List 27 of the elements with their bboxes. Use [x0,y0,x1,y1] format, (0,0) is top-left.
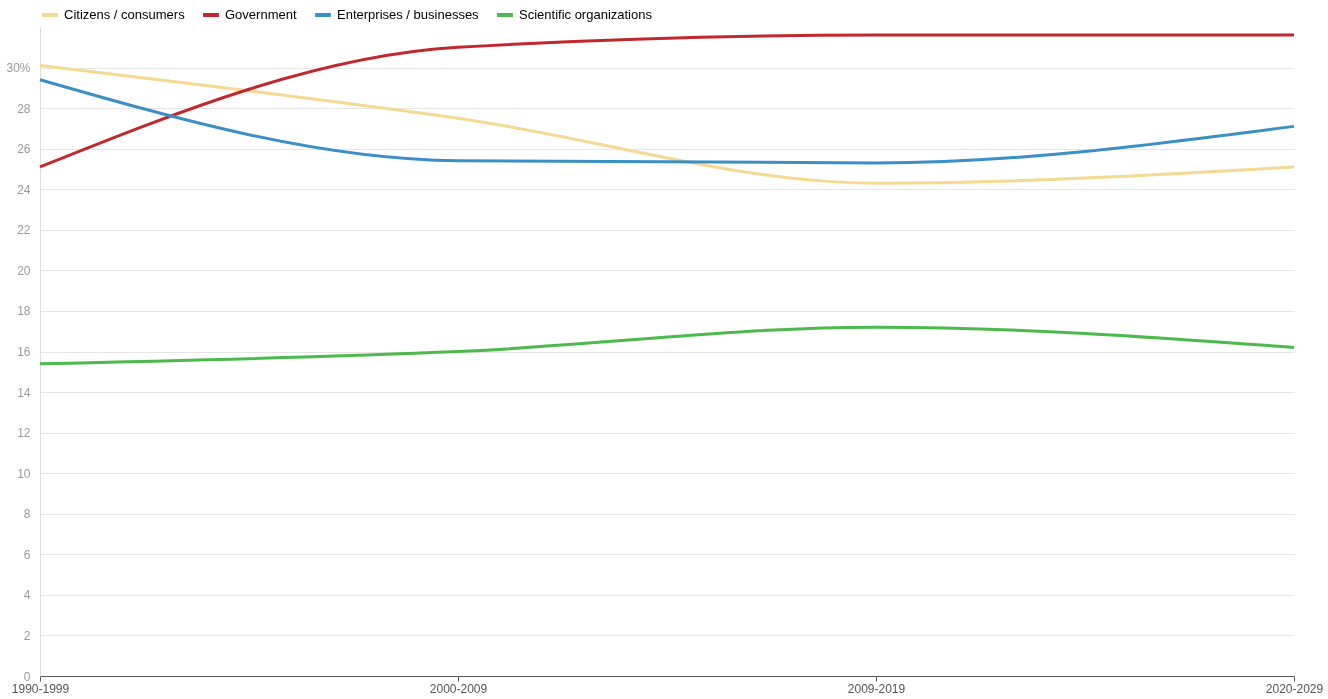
line-series [38,78,1296,165]
y-tick-label: 22 [17,223,31,238]
y-tick-label: 24 [17,182,31,197]
y-tick-label: 18 [17,304,31,319]
y-tick-label: 28 [17,101,31,116]
x-tick-label: 2009-2019 [847,681,906,696]
y-tick-label: 2 [23,628,31,643]
y-tick-label: 14 [17,385,31,400]
y-tick-label: 8 [23,507,31,522]
line-series [38,325,1296,366]
legend-label: Government [225,7,297,22]
y-tick-label: 6 [23,547,31,562]
legend-label: Scientific organizations [519,7,653,22]
y-tick-label: 0 [23,669,31,684]
line-series [38,64,1296,185]
y-tick-label: 16 [17,345,31,359]
x-tick-label: 2000-2009 [429,681,488,696]
y-tick-label: 4 [23,588,31,603]
legend-label: Enterprises / businesses [337,7,480,22]
y-tick-label: 30% [6,61,31,76]
y-tick-label: 10 [17,466,31,481]
y-tick-label: 26 [17,142,31,157]
y-tick-label: 20 [17,263,31,278]
x-tick-label: 2020-2029 [1265,681,1324,696]
y-tick-label: 12 [17,426,31,441]
x-tick-label: 1990-1999 [11,681,70,696]
legend-label: Citizens / consumers [64,7,186,22]
